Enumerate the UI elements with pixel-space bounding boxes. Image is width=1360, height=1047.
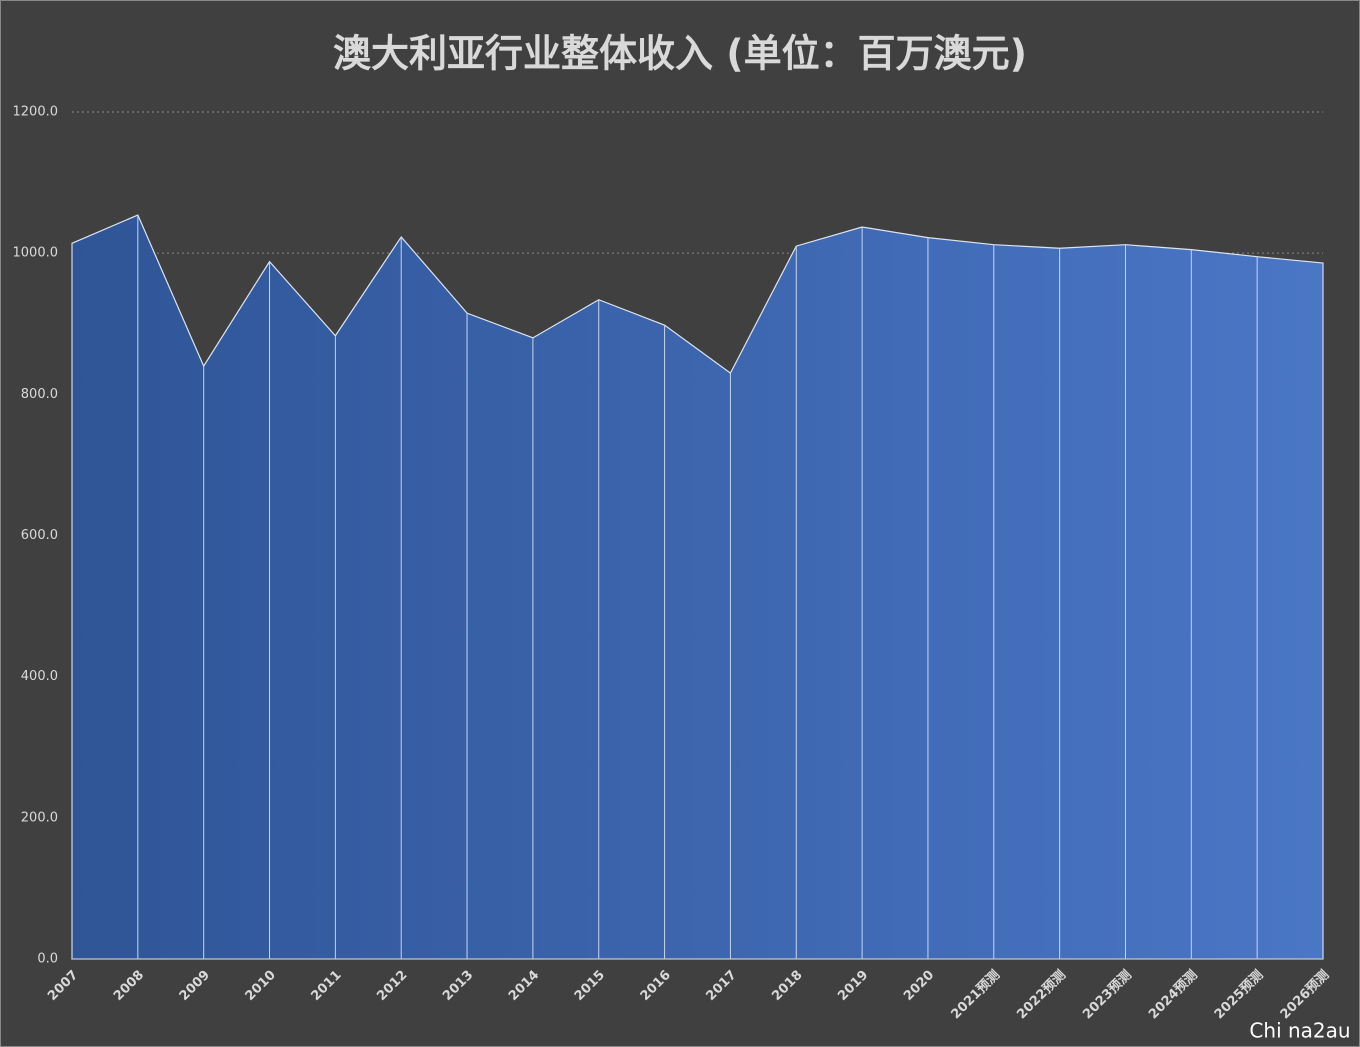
area	[71, 214, 1324, 960]
y-tick-label: 600.0	[21, 528, 58, 543]
y-tick-label: 400.0	[21, 669, 58, 684]
chart-title: 澳大利亚行业整体收入 (单位：百万澳元)	[333, 32, 1027, 76]
watermark: Chi na2au	[1249, 1019, 1350, 1043]
y-tick-label: 200.0	[21, 810, 58, 825]
y-tick-label: 800.0	[21, 387, 58, 402]
y-tick-label: 0.0	[37, 952, 58, 967]
y-tick-label: 1200.0	[13, 105, 59, 120]
y-tick-label: 1000.0	[13, 246, 59, 261]
